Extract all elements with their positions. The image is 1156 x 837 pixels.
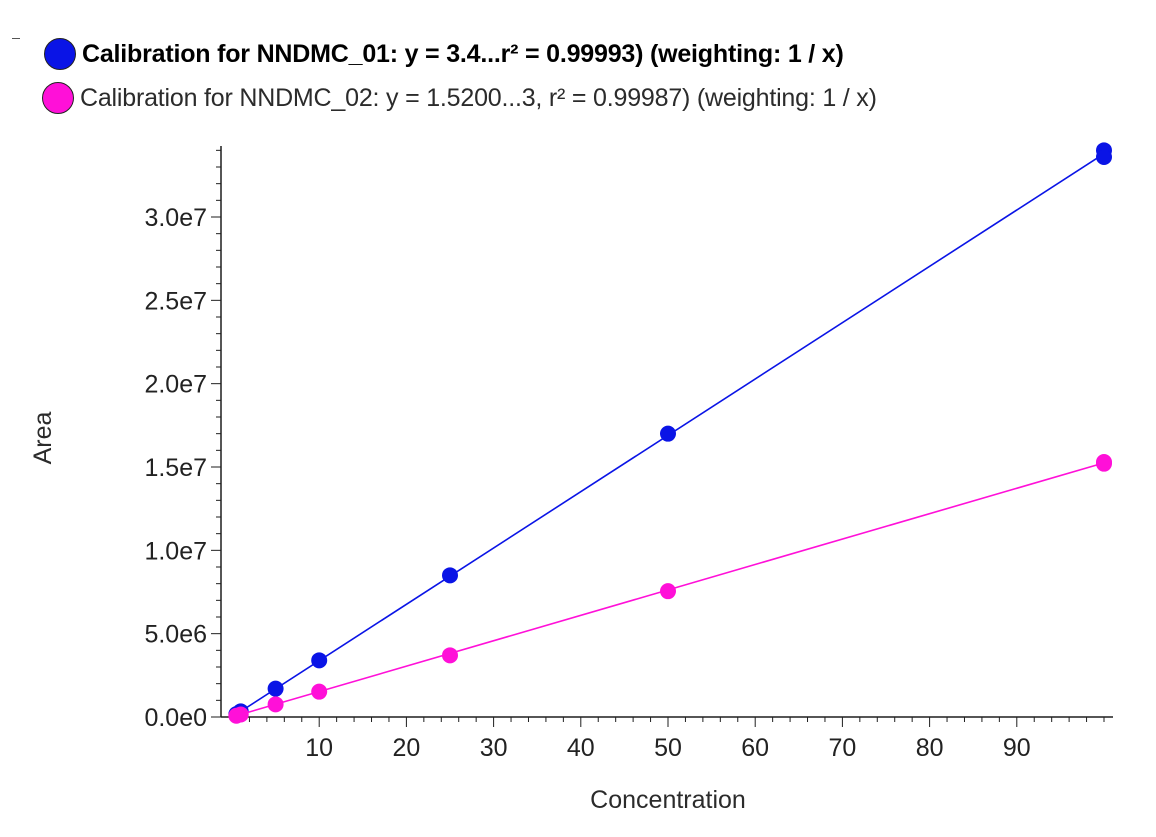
data-point xyxy=(1096,149,1112,165)
chart-axes: 0.0e0 5.0e6 1.0e7 1.5e7 2.0e7 2.5e7 3.0e7 10 20 3… xyxy=(144,146,1113,762)
y-tick-label: 2.5e7 xyxy=(144,287,207,315)
y-tick-label: 3.0e7 xyxy=(144,204,207,232)
series-group-2 xyxy=(228,454,1112,724)
y-tick-label: 0.0e0 xyxy=(144,704,207,732)
data-point xyxy=(1096,455,1112,472)
x-tick-label: 70 xyxy=(828,734,856,762)
data-point xyxy=(442,647,458,664)
data-point xyxy=(311,683,328,700)
legend-marker-nndmc-01-icon xyxy=(44,38,76,70)
x-tick-label: 50 xyxy=(654,734,682,762)
legend-item-nndmc-01[interactable]: Calibration for NNDMC_01: y = 3.4...r² =… xyxy=(0,34,844,74)
legend-marker-nndmc-02-icon xyxy=(42,82,74,114)
legend-label-nndmc-01: Calibration for NNDMC_01: y = 3.4...r² =… xyxy=(82,39,844,68)
y-tick-label: 1.5e7 xyxy=(144,454,207,482)
data-point xyxy=(232,706,249,723)
legend-item-nndmc-02[interactable]: Calibration for NNDMC_02: y = 1.5200...3… xyxy=(0,78,877,118)
legend-label-nndmc-02: Calibration for NNDMC_02: y = 1.5200...3… xyxy=(80,83,877,112)
y-tick-label: 5.0e6 xyxy=(144,621,207,649)
y-tick-label: 1.0e7 xyxy=(144,537,207,565)
data-point xyxy=(442,567,458,584)
x-tick-label: 10 xyxy=(305,734,333,762)
data-point xyxy=(267,680,284,697)
x-tick-label: 30 xyxy=(480,734,508,762)
x-tick-label: 80 xyxy=(916,734,944,762)
x-axis-title: Concentration xyxy=(590,786,746,814)
data-point xyxy=(660,583,676,600)
x-tick-label: 40 xyxy=(567,734,595,762)
x-tick-label: 90 xyxy=(1003,734,1031,762)
y-tick-label: 2.0e7 xyxy=(144,371,207,399)
y-axis-title: Area xyxy=(29,412,57,465)
data-point xyxy=(267,696,284,713)
data-point xyxy=(660,425,676,442)
series-group-1 xyxy=(228,142,1112,723)
x-tick-label: 60 xyxy=(741,734,769,762)
data-point xyxy=(311,652,328,669)
x-tick-label: 20 xyxy=(392,734,420,762)
chart-series xyxy=(228,142,1112,724)
